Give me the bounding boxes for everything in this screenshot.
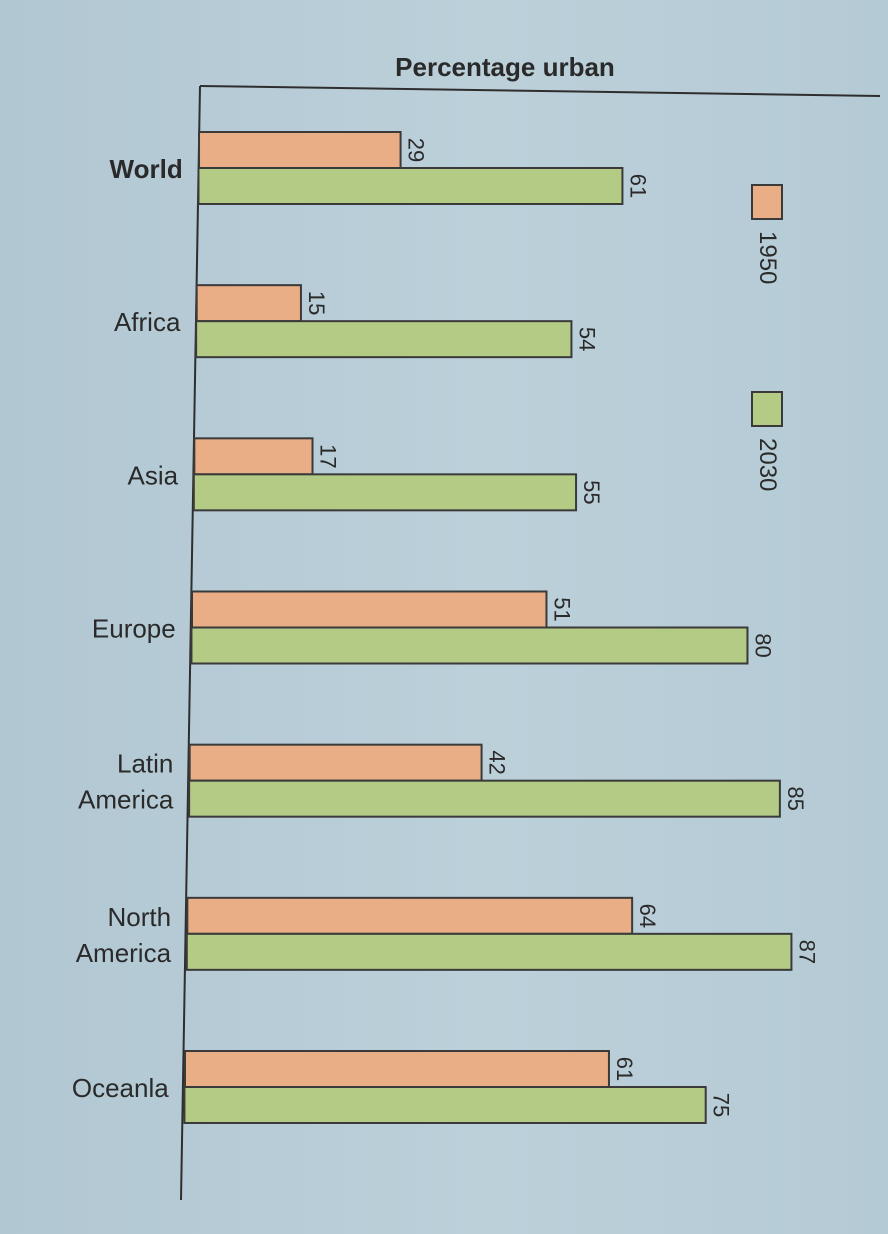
category-label-5: North America bbox=[76, 902, 172, 968]
value-label-2030-4: 85 bbox=[783, 786, 808, 810]
bar-1950-6 bbox=[183, 1050, 610, 1088]
bar-2030-3 bbox=[190, 626, 749, 665]
legend-swatch-1950 bbox=[751, 184, 783, 220]
value-label-2030-2: 55 bbox=[579, 480, 604, 504]
bar-2030-2 bbox=[192, 473, 578, 512]
value-label-2030-5: 87 bbox=[794, 940, 819, 964]
value-labels: 29 61 15 54 17 55 51 80 42 85 64 87 61 75 bbox=[304, 138, 820, 1117]
top-axis-line bbox=[199, 85, 881, 97]
value-label-1950-6: 61 bbox=[612, 1057, 637, 1081]
bar-1950-3 bbox=[191, 590, 548, 629]
legend-swatch-2030 bbox=[751, 391, 783, 427]
bar-2030-5 bbox=[185, 932, 793, 971]
category-label-2: Asia bbox=[127, 460, 178, 490]
value-label-1950-2: 17 bbox=[315, 444, 340, 468]
category-label-1: Africa bbox=[114, 307, 181, 337]
bar-1950-4 bbox=[188, 743, 483, 782]
bar-2030-0 bbox=[197, 167, 624, 205]
legend-label-2030: 2030 bbox=[754, 438, 781, 491]
bars bbox=[183, 131, 793, 1124]
value-label-2030-3: 80 bbox=[750, 633, 775, 657]
bar-1950-2 bbox=[193, 437, 314, 476]
category-label-4: Latin America bbox=[78, 749, 174, 815]
legend: 1950 2030 bbox=[751, 184, 783, 491]
category-label-0: World bbox=[110, 154, 183, 184]
category-label-6: Oceanla bbox=[72, 1073, 169, 1103]
value-label-2030-0: 61 bbox=[625, 174, 650, 198]
category-labels: World Africa Asia Europe Latin America North Am… bbox=[72, 154, 183, 1103]
value-label-1950-4: 42 bbox=[485, 750, 510, 774]
legend-label-1950: 1950 bbox=[754, 231, 781, 284]
bar-2030-6 bbox=[183, 1086, 707, 1124]
value-label-1950-1: 15 bbox=[304, 291, 329, 315]
bar-1950-5 bbox=[186, 896, 634, 935]
value-label-2030-1: 54 bbox=[574, 327, 599, 351]
bar-1950-1 bbox=[195, 284, 302, 323]
value-label-1950-5: 64 bbox=[635, 904, 660, 928]
value-label-1950-3: 51 bbox=[549, 597, 574, 621]
value-label-2030-6: 75 bbox=[709, 1093, 734, 1117]
category-label-3: Europe bbox=[92, 614, 176, 644]
bar-2030-1 bbox=[195, 320, 573, 359]
value-label-1950-0: 29 bbox=[404, 138, 429, 162]
bar-2030-4 bbox=[188, 779, 781, 818]
bar-1950-0 bbox=[198, 131, 402, 169]
chart-title: Percentage urban bbox=[395, 52, 615, 82]
